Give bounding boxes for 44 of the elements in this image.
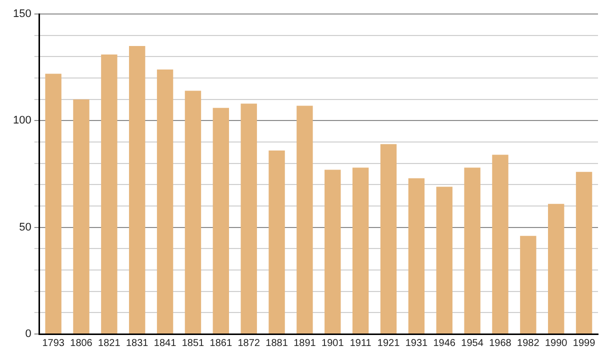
bar: [240, 104, 257, 334]
bar: [268, 150, 285, 334]
bar: [464, 168, 480, 334]
x-tick-label: 1841: [154, 338, 177, 349]
bar: [436, 186, 452, 334]
bar: [352, 168, 369, 334]
bar: [184, 90, 202, 334]
bar: [101, 54, 118, 334]
x-tick-label: 1891: [294, 338, 316, 349]
bar: [129, 46, 146, 334]
x-tick-label: 1954: [461, 338, 484, 349]
x-tick-label: 1946: [433, 338, 456, 349]
y-tick-label: 150: [12, 8, 32, 20]
bar: [492, 154, 508, 334]
x-tick-label: 1921: [377, 338, 400, 349]
x-tick-label: 1901: [322, 338, 344, 349]
y-tick-label: 100: [12, 114, 32, 127]
y-tick-label: 0: [25, 328, 32, 340]
x-tick-label: 1968: [489, 338, 512, 349]
x-tick-label: 1911: [350, 338, 372, 349]
x-tick-label: 1861: [210, 338, 232, 349]
bar: [212, 108, 230, 334]
x-tick-label: 1872: [238, 338, 260, 349]
x-tick-label: 1806: [70, 338, 93, 349]
bar: [408, 178, 425, 334]
bar: [324, 170, 341, 334]
bar: [156, 69, 174, 334]
x-tick-label: 1793: [42, 338, 65, 349]
bar: [548, 204, 564, 334]
bar: [296, 106, 313, 334]
x-tick-label: 1821: [98, 338, 121, 349]
x-tick-label: 1931: [405, 338, 428, 349]
x-tick-label: 1999: [572, 338, 596, 349]
x-tick-label: 1831: [126, 338, 149, 349]
bar: [45, 74, 62, 334]
bar: [380, 144, 397, 334]
x-tick-label: 1982: [517, 338, 540, 349]
bar: [576, 172, 592, 334]
x-tick-label: 1881: [266, 338, 288, 349]
x-tick-label: 1851: [182, 338, 205, 349]
x-tick-label: 1990: [544, 338, 568, 349]
bar: [520, 236, 536, 334]
bar: [73, 99, 90, 334]
y-tick-label: 50: [19, 221, 32, 234]
